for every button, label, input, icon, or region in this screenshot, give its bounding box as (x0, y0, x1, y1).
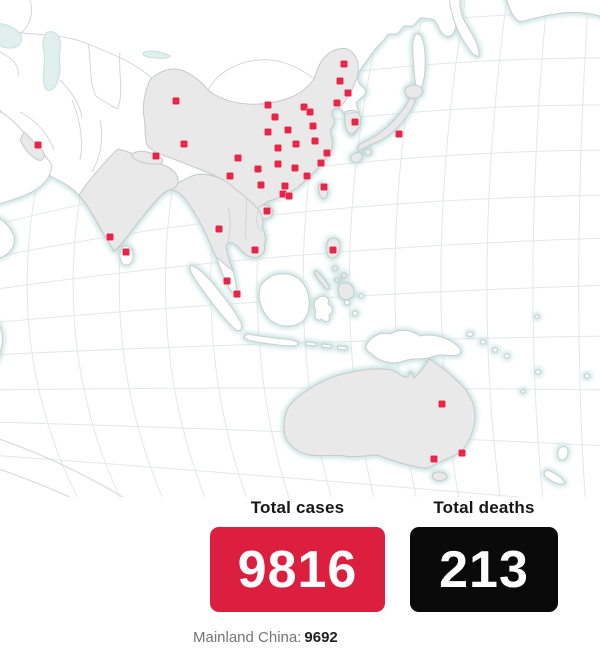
lake-balkhash-shape (142, 50, 172, 60)
case-marker-china-10[interactable] (284, 126, 292, 134)
mainland-china-footnote: Mainland China: 9692 (193, 629, 338, 646)
india-shape (78, 148, 179, 252)
case-marker-india[interactable] (106, 233, 114, 241)
tasmania-shape (432, 471, 448, 482)
total-deaths-value: 213 (439, 540, 529, 599)
case-marker-china-3[interactable] (344, 89, 352, 97)
case-marker-china-26[interactable] (285, 192, 293, 200)
case-marker-nepal[interactable] (152, 152, 160, 160)
arabia-shape (0, 111, 53, 205)
africa-shape (0, 218, 15, 259)
case-marker-uae[interactable] (34, 141, 42, 149)
new-guinea-shape (365, 329, 462, 364)
java-shape (243, 333, 299, 347)
total-cases-label: Total cases (250, 498, 345, 517)
australia-shape (283, 358, 476, 469)
case-marker-china-12[interactable] (311, 137, 319, 145)
case-marker-china-5[interactable] (300, 103, 308, 111)
total-cases-box: 9816 (210, 527, 385, 612)
case-marker-china-18[interactable] (274, 160, 282, 168)
chukotka-shape (506, 0, 600, 23)
case-marker-china-1[interactable] (340, 60, 348, 68)
case-marker-vietnam[interactable] (251, 246, 259, 254)
case-marker-china-9[interactable] (309, 122, 317, 130)
case-marker-china-8[interactable] (271, 113, 279, 121)
philippines-shape (314, 237, 355, 300)
country-borders (0, 0, 361, 249)
japan-shape (350, 84, 424, 163)
case-marker-china-19[interactable] (254, 165, 262, 173)
case-marker-china-20[interactable] (291, 164, 299, 172)
case-marker-china-6[interactable] (306, 108, 314, 116)
borneo-shape (258, 273, 310, 327)
case-marker-china-16[interactable] (317, 159, 325, 167)
marker-layer (34, 60, 466, 463)
case-marker-china-23[interactable] (257, 181, 265, 189)
new-zealand-shape (543, 446, 569, 485)
case-marker-south-korea[interactable] (351, 118, 359, 126)
lakes (0, 23, 172, 91)
sumatra-shape (189, 265, 243, 332)
world-map (0, 0, 600, 497)
case-marker-china-24[interactable] (281, 182, 289, 190)
case-marker-sri-lanka[interactable] (122, 248, 130, 256)
case-marker-taiwan[interactable] (320, 183, 328, 191)
total-deaths-box: 213 (410, 527, 558, 612)
total-cases-stat: Total cases 9816 (210, 498, 385, 612)
case-marker-china-14[interactable] (274, 144, 282, 152)
lesser-sunda-shape (305, 341, 348, 351)
case-marker-china-tibet[interactable] (180, 140, 188, 148)
world-map-svg (0, 0, 600, 497)
case-marker-singapore[interactable] (233, 290, 241, 298)
case-marker-china-xinjiang[interactable] (172, 97, 180, 105)
case-marker-china-11[interactable] (264, 128, 272, 136)
black-sea-shape (0, 23, 23, 49)
kamchatka-shape (449, 0, 480, 57)
total-deaths-stat: Total deaths 213 (410, 498, 558, 612)
madagascar-shape (0, 325, 3, 355)
case-marker-japan[interactable] (395, 130, 403, 138)
case-marker-australia-2[interactable] (458, 449, 466, 457)
case-marker-china-7[interactable] (264, 101, 272, 109)
moluccas-shape (344, 293, 364, 317)
case-marker-china-15[interactable] (323, 149, 331, 157)
case-marker-china-22[interactable] (303, 172, 311, 180)
total-deaths-label: Total deaths (433, 498, 535, 517)
mainland-china-value: 9692 (304, 629, 338, 646)
case-marker-china-25[interactable] (279, 190, 287, 198)
case-marker-china-13[interactable] (292, 140, 300, 148)
caspian-sea-shape (42, 31, 62, 91)
case-marker-australia-3[interactable] (430, 455, 438, 463)
case-marker-china-4[interactable] (333, 99, 341, 107)
case-marker-australia-1[interactable] (438, 400, 446, 408)
case-marker-china-17[interactable] (234, 154, 242, 162)
case-marker-china-21[interactable] (226, 172, 234, 180)
china-shape (142, 47, 359, 211)
uae-shape (19, 131, 45, 161)
melanesia-islands-shape (466, 314, 591, 394)
mainland-china-label: Mainland China: (193, 629, 302, 646)
case-marker-thailand[interactable] (215, 225, 223, 233)
sulawesi-shape (313, 295, 333, 323)
case-marker-malaysia[interactable] (223, 277, 231, 285)
case-marker-china-2[interactable] (336, 77, 344, 85)
case-marker-philippines[interactable] (329, 246, 337, 254)
case-marker-china-hainan[interactable] (263, 207, 271, 215)
total-cases-value: 9816 (237, 540, 358, 599)
